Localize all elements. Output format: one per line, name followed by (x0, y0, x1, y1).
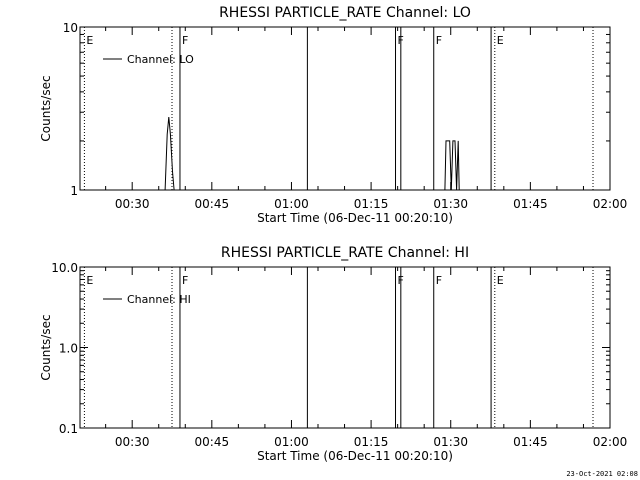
chart2-event-label: F (182, 274, 188, 287)
timestamp: 23-Oct-2021 02:08 (566, 470, 638, 478)
chart2-event-label: E (497, 274, 504, 287)
chart2-y-tick-label: 0.1 (59, 422, 78, 436)
chart2-y-tick-label: 10.0 (51, 261, 78, 275)
chart1-x-axis-label: Start Time (06-Dec-11 00:20:10) (257, 211, 453, 225)
chart1-x-tick-label: 01:00 (274, 197, 309, 211)
chart2-plot-frame (79, 266, 611, 429)
chart1-plot-frame (79, 26, 611, 191)
chart1-y-tick-label: 10 (63, 21, 78, 35)
chart1-x-tick-label: 02:00 (593, 197, 628, 211)
chart1-event-label: F (436, 34, 442, 47)
chart1-x-tick-label: 01:15 (354, 197, 389, 211)
chart2-event-label: E (86, 274, 93, 287)
chart2-x-tick-label: 01:30 (433, 435, 468, 449)
chart1-event-label: E (497, 34, 504, 47)
chart1-event-label: F (182, 34, 188, 47)
chart2-y-tick-label: 1.0 (59, 342, 78, 356)
chart2-x-tick-label: 01:00 (274, 435, 309, 449)
chart1-x-tick-label: 00:45 (195, 197, 230, 211)
chart1-x-tick-label: 01:45 (513, 197, 548, 211)
chart1-y-tick-label: 1 (70, 184, 78, 198)
chart2-x-tick-label: 02:00 (593, 435, 628, 449)
chart1-event-label: E (86, 34, 93, 47)
chart2-x-tick-label: 01:45 (513, 435, 548, 449)
chart2-legend-label: Channel: HI (127, 293, 191, 306)
chart2-x-tick-label: 00:45 (195, 435, 230, 449)
chart2-x-axis-label: Start Time (06-Dec-11 00:20:10) (257, 449, 453, 463)
chart2-title: RHESSI PARTICLE_RATE Channel: HI (221, 245, 469, 261)
chart2-event-label: F (436, 274, 442, 287)
chart1-legend-label: Channel: LO (127, 53, 194, 66)
chart2-x-tick-label: 01:15 (354, 435, 389, 449)
chart1-title: RHESSI PARTICLE_RATE Channel: LO (219, 5, 471, 21)
chart2-x-tick-label: 00:30 (115, 435, 150, 449)
chart1-x-tick-label: 00:30 (115, 197, 150, 211)
chart1-x-tick-label: 01:30 (433, 197, 468, 211)
chart1-y-axis-label: Counts/sec (39, 75, 53, 141)
chart2-y-axis-label: Counts/sec (39, 314, 53, 380)
chart1-series-line (164, 117, 460, 191)
